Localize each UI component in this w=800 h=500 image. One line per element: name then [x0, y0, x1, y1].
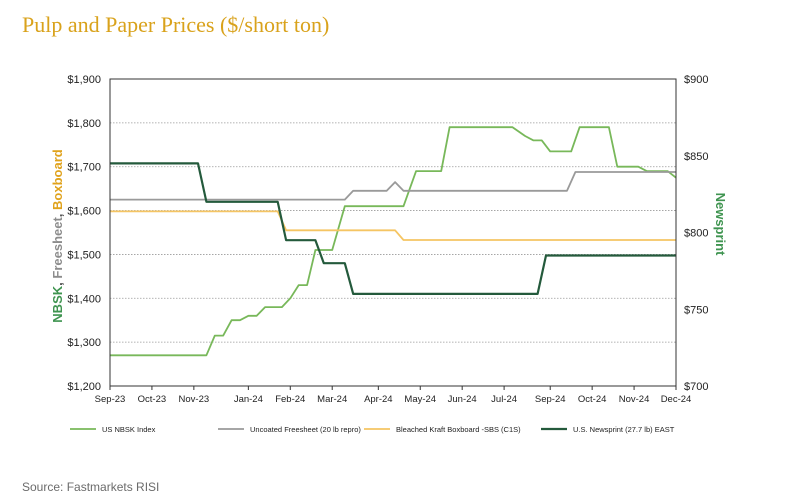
plot-frame	[109, 78, 677, 387]
source-note: Source: Fastmarkets RISI	[22, 480, 160, 494]
left-tick-label: $1,200	[67, 381, 101, 393]
x-tick-label: Mar-24	[317, 394, 347, 405]
x-tick-label: Jun-24	[448, 394, 477, 405]
left-axis-label-sep-1: ,	[50, 279, 65, 286]
series-line-freesheet	[110, 171, 676, 201]
left-axis-label-sep-2: ,	[50, 210, 65, 217]
left-tick-label: $1,900	[67, 74, 101, 86]
right-tick-label: $800	[684, 228, 708, 240]
series-line-newsprint	[110, 162, 676, 295]
left-tick-label: $1,800	[67, 118, 101, 130]
x-tick-label: Oct-24	[578, 394, 607, 405]
left-tick-label: $1,600	[67, 206, 101, 218]
x-tick-label: Apr-24	[364, 394, 393, 405]
x-tick-label: May-24	[404, 394, 436, 405]
series-line-boxboard	[110, 210, 676, 241]
left-axis-label-freesheet: Freesheet	[50, 217, 65, 279]
right-axis-ticks: $700 $750 $800 $850 $900	[684, 74, 708, 393]
axes	[109, 78, 677, 387]
left-tick-label: $1,500	[67, 249, 101, 261]
left-tick-label: $1,700	[67, 162, 101, 174]
series-lines	[110, 126, 677, 357]
right-tick-label: $700	[684, 381, 708, 393]
x-tick-label: Nov-23	[179, 394, 210, 405]
right-axis-label: Newsprint	[713, 193, 728, 257]
left-axis-label-boxboard: Boxboard	[50, 149, 65, 210]
x-tick-label: Oct-23	[138, 394, 167, 405]
left-tick-label: $1,300	[67, 337, 101, 349]
legend: US NBSK Index Uncoated Freesheet (20 lb r…	[70, 425, 675, 434]
right-tick-label: $850	[684, 151, 708, 163]
left-axis-ticks: $1,200 $1,300 $1,400 $1,500 $1,600 $1,700 $1,8…	[67, 74, 101, 393]
right-tick-label: $750	[684, 304, 708, 316]
chart-title: Pulp and Paper Prices ($/short ton)	[22, 12, 330, 37]
right-tick-label: $900	[684, 74, 708, 86]
legend-label-newsprint: U.S. Newsprint (27.7 lb) EAST	[573, 425, 675, 434]
gridlines	[110, 122, 676, 343]
series-line-nbsk	[110, 126, 677, 357]
x-axis-ticks: Sep-23 Oct-23 Nov-23 Jan-24 Feb-24 Mar-24 Apr-…	[95, 386, 692, 405]
x-tick-label: Feb-24	[275, 394, 305, 405]
legend-label-nbsk: US NBSK Index	[102, 425, 156, 434]
legend-label-freesheet: Uncoated Freesheet (20 lb repro)	[250, 425, 361, 434]
legend-label-boxboard: Bleached Kraft Boxboard -SBS (C1S)	[396, 425, 521, 434]
x-tick-label: Dec-24	[661, 394, 692, 405]
left-tick-label: $1,400	[67, 293, 101, 305]
x-tick-label: Sep-23	[95, 394, 126, 405]
x-tick-label: Jul-24	[491, 394, 517, 405]
x-tick-label: Jan-24	[234, 394, 263, 405]
left-axis-label-nbsk: NBSK	[50, 285, 65, 322]
x-tick-label: Sep-24	[535, 394, 566, 405]
x-tick-label: Nov-24	[619, 394, 650, 405]
left-axis-label: NBSK, Freesheet, Boxboard	[50, 149, 65, 322]
